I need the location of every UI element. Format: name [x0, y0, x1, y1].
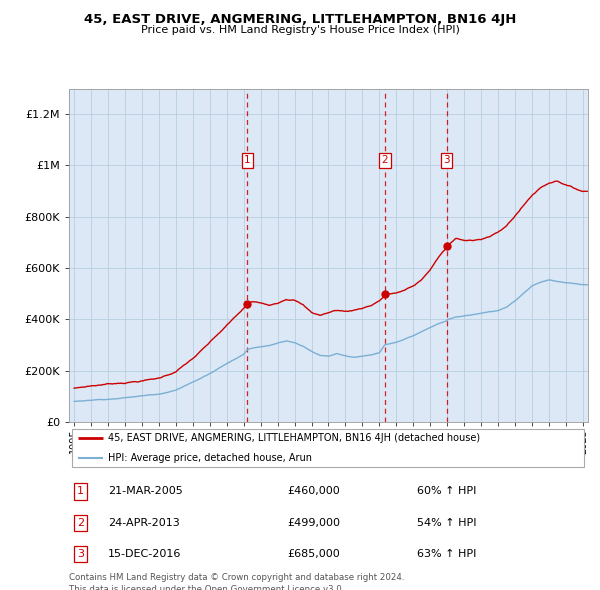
Text: 2: 2 — [77, 517, 84, 527]
Text: £460,000: £460,000 — [287, 487, 340, 496]
Text: £499,000: £499,000 — [287, 517, 340, 527]
Text: 21-MAR-2005: 21-MAR-2005 — [108, 487, 182, 496]
Text: 2: 2 — [382, 155, 388, 165]
Text: 45, EAST DRIVE, ANGMERING, LITTLEHAMPTON, BN16 4JH: 45, EAST DRIVE, ANGMERING, LITTLEHAMPTON… — [84, 13, 516, 26]
Text: £685,000: £685,000 — [287, 549, 340, 559]
Text: Price paid vs. HM Land Registry's House Price Index (HPI): Price paid vs. HM Land Registry's House … — [140, 25, 460, 35]
Text: 3: 3 — [443, 155, 450, 165]
Text: 3: 3 — [77, 549, 84, 559]
Text: 24-APR-2013: 24-APR-2013 — [108, 517, 179, 527]
Text: 1: 1 — [77, 487, 84, 496]
Text: 1: 1 — [244, 155, 251, 165]
Text: 60% ↑ HPI: 60% ↑ HPI — [417, 487, 476, 496]
Text: Contains HM Land Registry data © Crown copyright and database right 2024.
This d: Contains HM Land Registry data © Crown c… — [69, 573, 404, 590]
Text: 63% ↑ HPI: 63% ↑ HPI — [417, 549, 476, 559]
FancyBboxPatch shape — [71, 429, 584, 467]
Text: 15-DEC-2016: 15-DEC-2016 — [108, 549, 181, 559]
Text: 45, EAST DRIVE, ANGMERING, LITTLEHAMPTON, BN16 4JH (detached house): 45, EAST DRIVE, ANGMERING, LITTLEHAMPTON… — [108, 432, 480, 442]
Text: HPI: Average price, detached house, Arun: HPI: Average price, detached house, Arun — [108, 453, 312, 463]
Text: 54% ↑ HPI: 54% ↑ HPI — [417, 517, 476, 527]
